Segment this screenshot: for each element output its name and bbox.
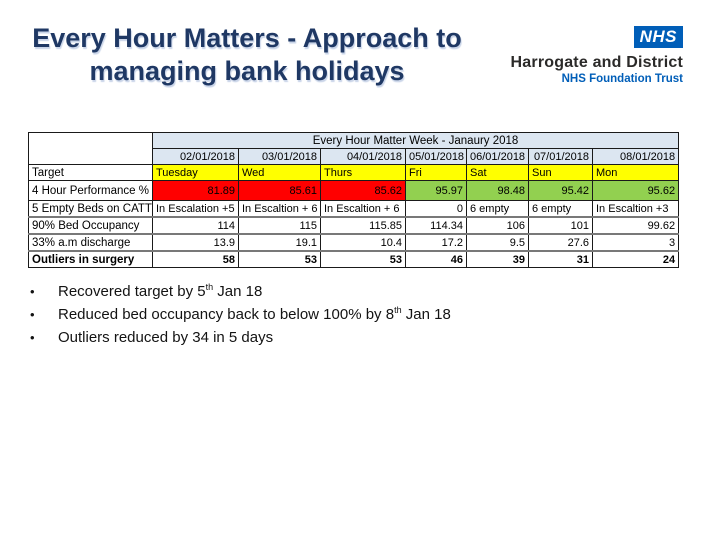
date-cell: 03/01/2018	[238, 148, 321, 165]
metric-value-cell: 3	[591, 233, 680, 252]
metric-value-cell: 27.6	[528, 233, 593, 252]
metric-value-cell: 13.9	[152, 233, 239, 252]
date-cell: 06/01/2018	[466, 148, 529, 165]
bullet-item: • Reduced bed occupancy back to below 100…	[30, 305, 451, 324]
metric-label-cell: 5 Empty Beds on CATT	[28, 200, 153, 218]
bullet-text: Recovered target by 5th Jan 18	[58, 282, 263, 301]
bullet-item: • Recovered target by 5th Jan 18	[30, 282, 451, 301]
table-row: 4 Hour Performance % 81.89 85.61 85.62 95.97…	[28, 180, 680, 201]
nhs-logo-icon: NHS	[633, 26, 683, 48]
metric-value-cell: 95.62	[591, 180, 680, 201]
bullet-marker: •	[30, 307, 35, 322]
metric-value-cell: 101	[528, 216, 593, 235]
metric-value-cell: 10.4	[320, 233, 406, 252]
date-cell: 05/01/2018	[405, 148, 467, 165]
metric-value-cell: 6 empty	[466, 200, 529, 218]
table-row: Outliers in surgery 58 53 53 46 39 31 24	[28, 250, 680, 268]
metric-value-cell: 53	[238, 250, 321, 268]
table-row: 5 Empty Beds on CATT In Escalation +5 In E…	[28, 200, 680, 218]
day-cell: Thurs	[320, 164, 406, 181]
day-cell: Wed	[238, 164, 321, 181]
metric-value-cell: In Escaltion + 6	[238, 200, 321, 218]
target-label-cell: Target	[28, 164, 153, 181]
metric-value-cell: 9.5	[466, 233, 529, 252]
metric-value-cell: 114.34	[405, 216, 467, 235]
slide-title-line1: Every Hour Matters - Approach to	[32, 23, 462, 53]
metric-label-cell: Outliers in surgery	[28, 250, 153, 268]
day-cell: Mon	[591, 164, 680, 181]
metric-value-cell: 39	[466, 250, 529, 268]
logo-org-name: Harrogate and District	[510, 54, 683, 71]
metric-value-cell: 98.48	[466, 180, 529, 201]
metric-value-cell: 95.42	[528, 180, 593, 201]
slide-title-line2: managing bank holidays	[89, 56, 405, 86]
metric-value-cell: 58	[152, 250, 239, 268]
bullet-text: Outliers reduced by 34 in 5 days	[58, 329, 274, 346]
table-day-row: Target Tuesday Wed Thurs Fri Sat Sun Mon	[28, 164, 680, 181]
date-cell: 02/01/2018	[152, 148, 239, 165]
metric-value-cell: 81.89	[152, 180, 239, 201]
metric-value-cell: In Escaltion +3	[591, 200, 680, 218]
metric-value-cell: 85.62	[320, 180, 406, 201]
metric-value-cell: 0	[405, 200, 467, 218]
nhs-logo: NHS Harrogate and District NHS Foundatio…	[511, 26, 683, 85]
table-corner-cell	[28, 132, 153, 165]
date-cell: 08/01/2018	[591, 148, 680, 165]
metric-value-cell: 99.62	[591, 216, 680, 235]
bullet-item: • Outliers reduced by 34 in 5 days	[30, 329, 451, 346]
logo-org-subtitle: NHS Foundation Trust	[561, 73, 683, 85]
table-row: 90% Bed Occupancy 114 115 115.85 114.34 106 10…	[28, 216, 680, 235]
bullet-marker: •	[30, 330, 35, 345]
table-header-row: Every Hour Matter Week - Janaury 2018	[28, 132, 680, 165]
metric-value-cell: 6 empty	[528, 200, 593, 218]
metric-value-cell: 24	[591, 250, 680, 268]
performance-table: Every Hour Matter Week - Janaury 2018 02/…	[28, 132, 680, 268]
day-cell: Tuesday	[152, 164, 239, 181]
metric-value-cell: 53	[320, 250, 406, 268]
table-row: 33% a.m discharge 13.9 19.1 10.4 17.2 9.5 27.6…	[28, 233, 680, 252]
summary-bullets: • Recovered target by 5th Jan 18 • Reduced …	[30, 283, 451, 352]
metric-label-cell: 4 Hour Performance %	[28, 180, 153, 201]
slide-title: Every Hour Matters - Approach to managin…	[8, 22, 486, 88]
date-cell: 04/01/2018	[320, 148, 406, 165]
day-cell: Sat	[466, 164, 529, 181]
metric-value-cell: In Escalation +5	[152, 200, 239, 218]
metric-value-cell: 19.1	[238, 233, 321, 252]
table-date-row: 02/01/2018 03/01/2018 04/01/2018 05/01/2018…	[29, 148, 680, 165]
day-cell: Fri	[405, 164, 467, 181]
metric-value-cell: 46	[405, 250, 467, 268]
day-cell: Sun	[528, 164, 593, 181]
metric-value-cell: 17.2	[405, 233, 467, 252]
metric-value-cell: 85.61	[238, 180, 321, 201]
metric-value-cell: In Escaltion + 6	[320, 200, 406, 218]
metric-value-cell: 115.85	[320, 216, 406, 235]
metric-value-cell: 115	[238, 216, 321, 235]
metric-label-cell: 90% Bed Occupancy	[28, 216, 153, 235]
date-cell: 07/01/2018	[528, 148, 593, 165]
metric-value-cell: 106	[466, 216, 529, 235]
metric-label-cell: 33% a.m discharge	[28, 233, 153, 252]
metric-value-cell: 114	[152, 216, 239, 235]
bullet-text: Reduced bed occupancy back to below 100%…	[58, 305, 451, 324]
bullet-marker: •	[30, 284, 35, 299]
metric-value-cell: 31	[528, 250, 593, 268]
metric-value-cell: 95.97	[405, 180, 467, 201]
table-title: Every Hour Matter Week - Janaury 2018	[151, 132, 680, 149]
